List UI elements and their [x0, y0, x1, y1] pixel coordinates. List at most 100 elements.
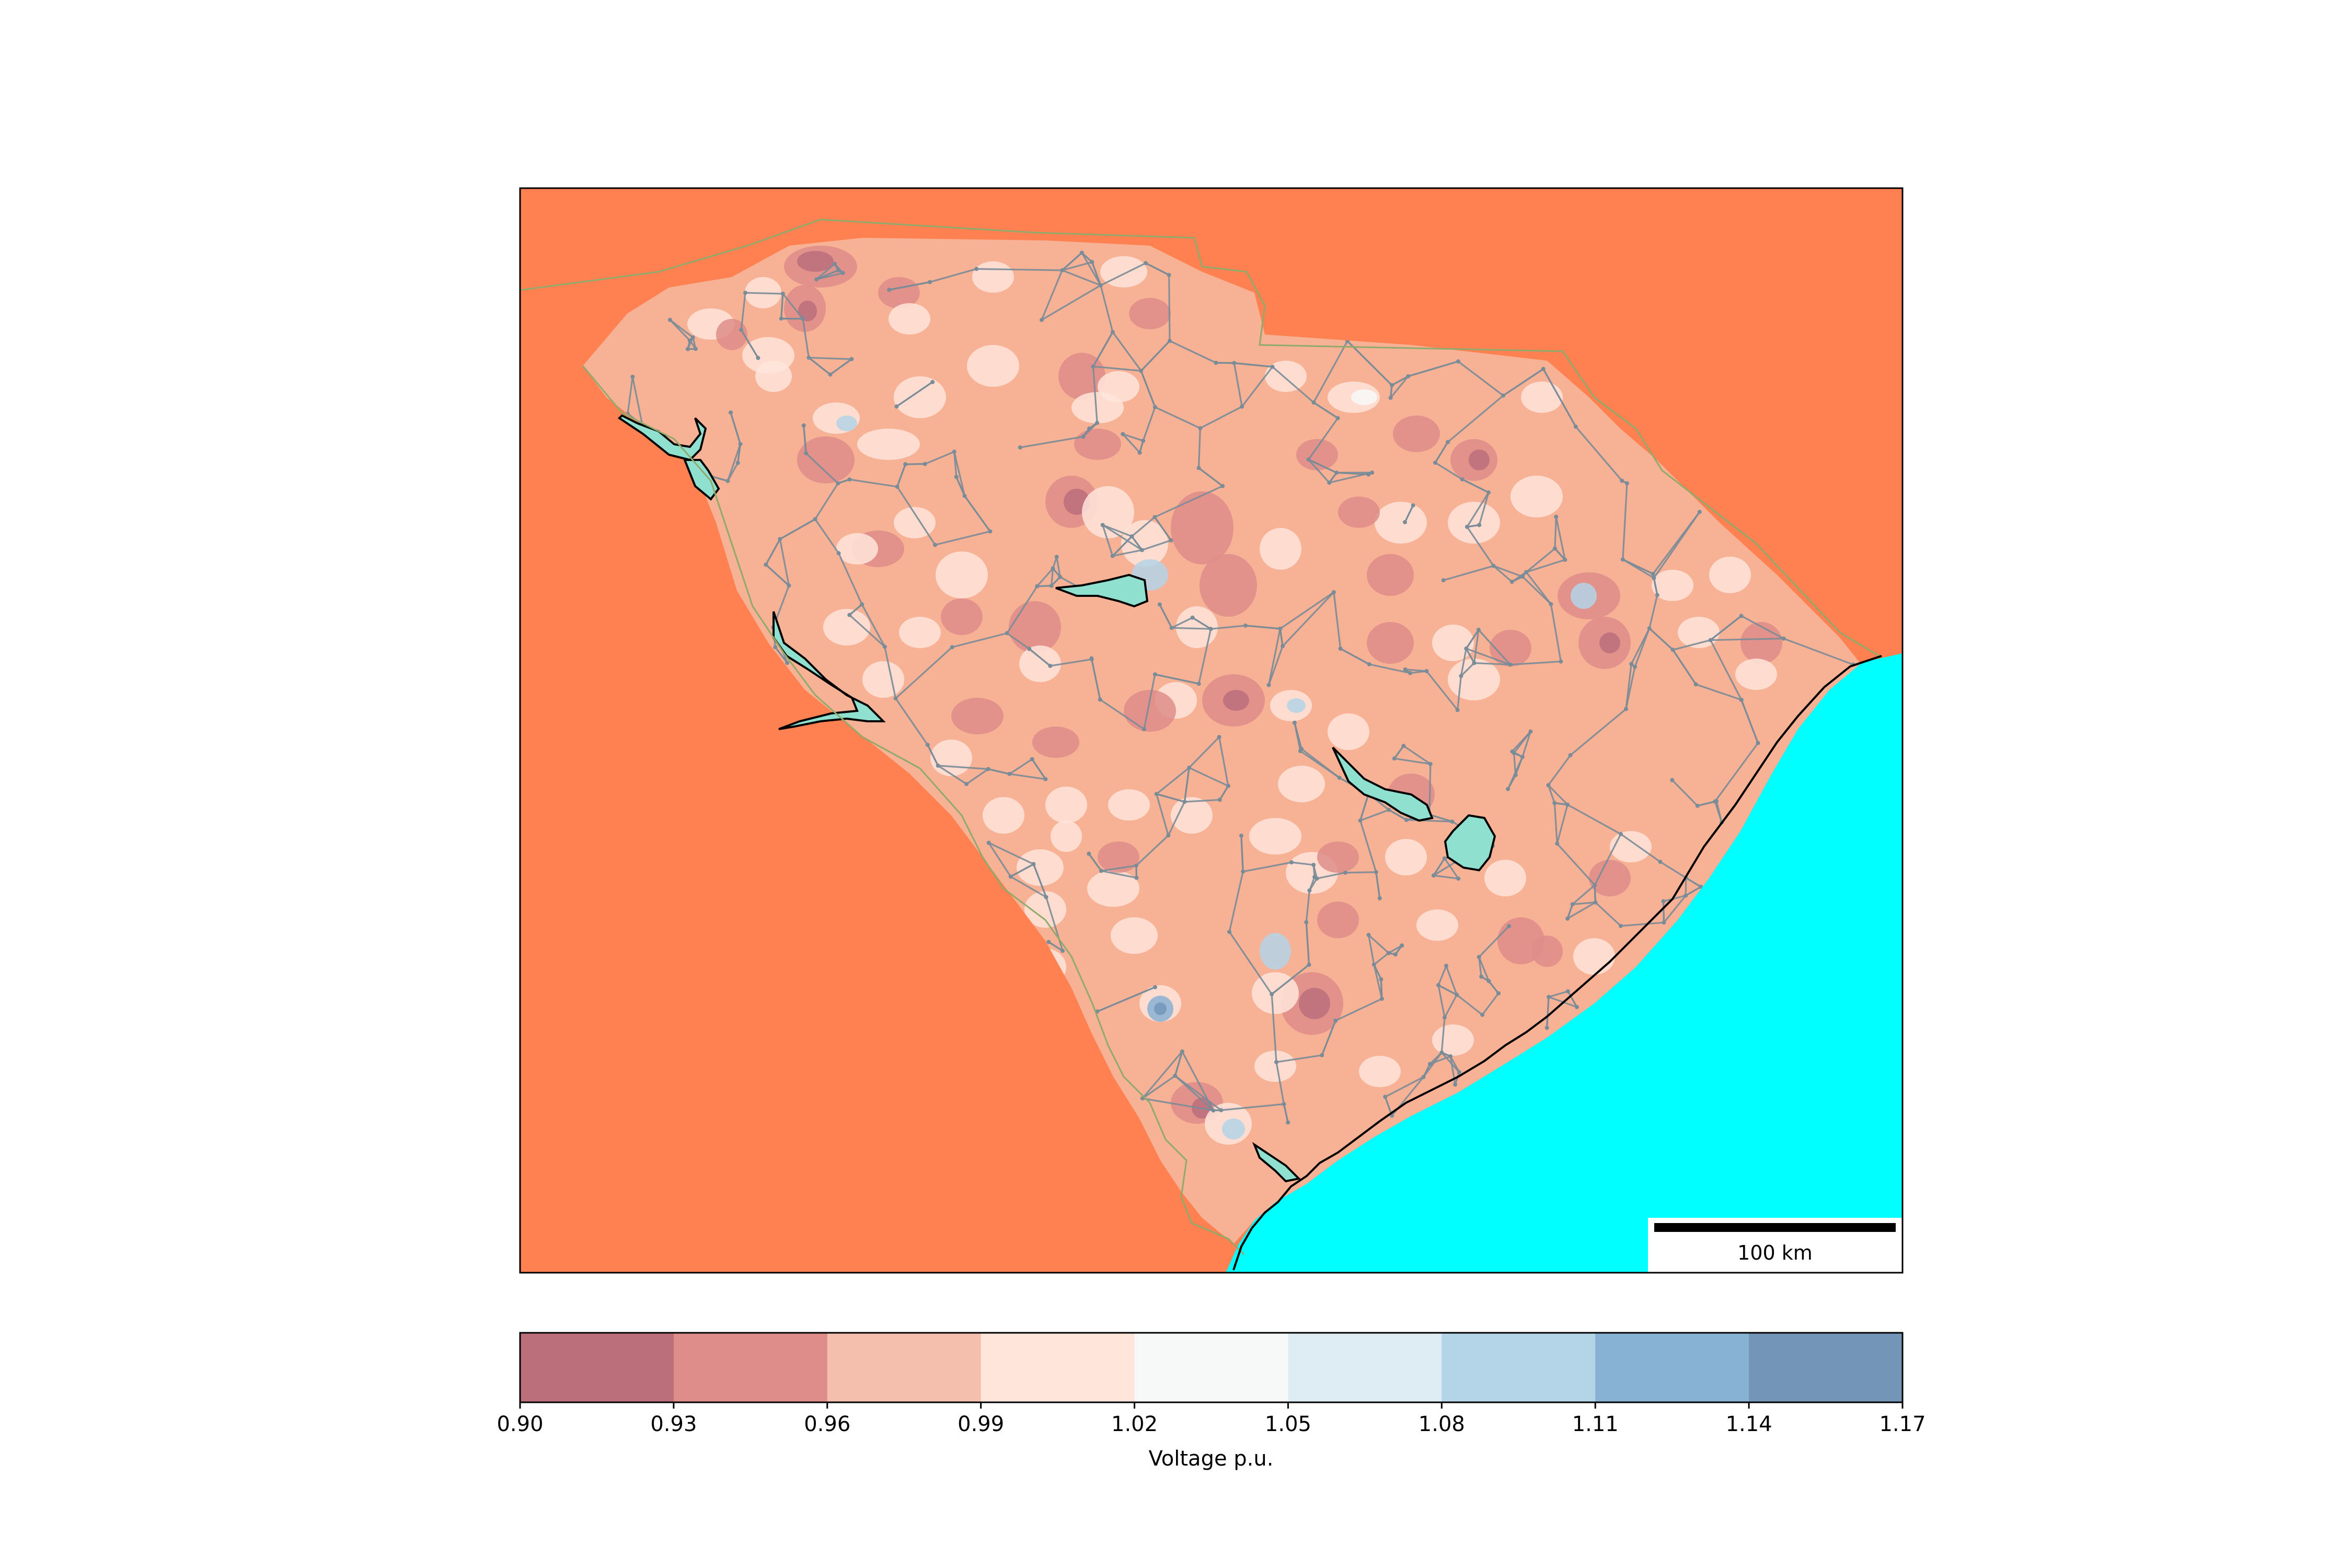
transmission-line — [1221, 1103, 1284, 1111]
bus-node — [1573, 424, 1578, 429]
transmission-line — [861, 604, 886, 648]
bus-node — [1559, 659, 1563, 664]
voltage-contour — [1448, 502, 1500, 544]
transmission-line — [829, 358, 852, 375]
bus-node — [1241, 869, 1246, 874]
bus-node — [1506, 787, 1511, 791]
bus-node — [685, 347, 690, 351]
bus-node — [1335, 416, 1340, 420]
colorbar-bin — [1595, 1333, 1749, 1402]
voltage-contour — [889, 303, 930, 335]
colorbar-frame — [519, 1332, 1904, 1403]
bus-node — [1048, 664, 1053, 668]
bus-node — [933, 543, 937, 547]
transmission-line — [1437, 985, 1446, 1018]
transmission-line — [1566, 904, 1574, 919]
transmission-line — [1142, 1051, 1183, 1099]
bus-node — [1575, 1005, 1579, 1009]
bus-node — [1227, 929, 1232, 934]
transmission-line — [1122, 433, 1140, 454]
transmission-line — [1240, 835, 1244, 872]
map-frame — [519, 187, 1904, 1274]
voltage-contour — [983, 797, 1024, 834]
transmission-line — [1102, 525, 1114, 557]
transmission-line — [1648, 595, 1658, 629]
transmission-line — [730, 412, 742, 445]
lake — [1444, 814, 1496, 872]
lake — [1252, 1142, 1301, 1183]
bus-node — [1239, 834, 1243, 838]
transmission-line — [1460, 648, 1467, 676]
bus-node — [687, 338, 692, 343]
voltage-contour — [836, 416, 857, 431]
transmission-line — [1009, 758, 1033, 775]
bus-node — [1211, 1108, 1216, 1113]
voltage-contour — [1176, 606, 1218, 648]
transmission-line — [1555, 516, 1566, 560]
bus-node — [1270, 364, 1275, 369]
transmission-line — [1093, 365, 1142, 372]
bus-node — [1098, 283, 1103, 287]
transmission-line — [1478, 492, 1490, 525]
voltage-contour — [1051, 821, 1082, 852]
transmission-line — [1050, 658, 1092, 667]
voltage-contour — [1589, 860, 1631, 896]
transmission-line — [1457, 361, 1504, 397]
transmission-line — [1625, 664, 1632, 709]
transmission-line — [1375, 872, 1381, 898]
transmission-line — [1198, 467, 1224, 487]
transmission-line — [1056, 557, 1061, 578]
transmission-line — [1510, 661, 1561, 666]
transmission-line — [1143, 674, 1156, 730]
colorbar-label: Voltage p.u. — [1149, 1447, 1274, 1471]
transmission-line — [775, 647, 788, 664]
bus-node — [1142, 727, 1146, 732]
transmission-line — [814, 518, 839, 554]
bus-node — [903, 462, 908, 467]
bus-node — [930, 379, 935, 384]
bus-node — [1379, 996, 1384, 1001]
transmission-line — [1210, 625, 1246, 630]
transmission-line — [1102, 524, 1133, 537]
bus-node — [667, 318, 672, 322]
bus-node — [1670, 648, 1675, 652]
bus-node — [735, 460, 740, 465]
voltage-contour — [1121, 520, 1168, 567]
bus-node — [1633, 664, 1637, 669]
voltage-contour — [894, 507, 936, 538]
transmission-line — [935, 531, 990, 546]
bus-node — [847, 477, 852, 482]
bus-node — [1035, 584, 1040, 589]
bus-node — [988, 529, 993, 534]
voltage-contour — [1260, 933, 1291, 970]
bus-node — [1232, 361, 1237, 365]
transmission-line — [849, 478, 897, 488]
transmission-line — [1445, 965, 1458, 995]
transmission-line — [1406, 819, 1452, 823]
bus-node — [833, 261, 837, 266]
voltage-contour — [1416, 909, 1458, 941]
transmission-line — [1189, 767, 1229, 787]
transmission-line — [1159, 604, 1173, 628]
colorbar-tick-label: 0.90 — [497, 1412, 543, 1436]
bus-node — [1331, 590, 1336, 595]
bus-node — [1173, 1074, 1178, 1078]
transmission-line — [1714, 742, 1759, 802]
bus-node — [1455, 993, 1459, 997]
transmission-line — [1006, 632, 1030, 650]
bus-node — [1312, 875, 1317, 879]
transmission-line — [1394, 757, 1431, 765]
transmission-line — [1449, 1056, 1456, 1085]
voltage-contour — [878, 277, 920, 308]
voltage-contour — [1045, 787, 1087, 823]
transmission-line — [1369, 663, 1411, 674]
voltage-contour — [1469, 449, 1490, 470]
bus-node — [1658, 859, 1663, 864]
bus-node — [1304, 920, 1309, 925]
transmission-line — [1272, 366, 1315, 403]
transmission-line — [1271, 964, 1310, 995]
colorbar-bin — [520, 1333, 674, 1402]
bus-node — [1220, 483, 1225, 488]
transmission-line — [1131, 516, 1156, 537]
transmission-line — [895, 698, 929, 746]
